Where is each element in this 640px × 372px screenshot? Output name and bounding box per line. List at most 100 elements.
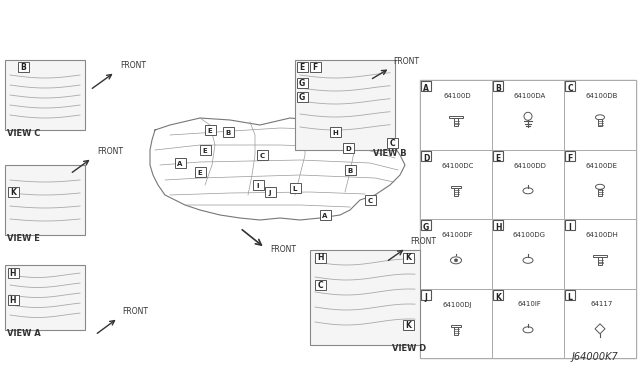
Bar — [420, 80, 492, 150]
Text: FRONT: FRONT — [97, 147, 123, 156]
Text: D: D — [423, 154, 429, 163]
FancyBboxPatch shape — [175, 158, 186, 168]
FancyBboxPatch shape — [289, 183, 301, 193]
Text: I: I — [257, 183, 259, 189]
FancyBboxPatch shape — [296, 77, 307, 87]
Text: 6410IF: 6410IF — [518, 301, 541, 308]
Text: L: L — [293, 186, 297, 192]
Text: 64100D: 64100D — [444, 93, 471, 99]
Text: K: K — [405, 321, 411, 330]
Ellipse shape — [595, 115, 605, 120]
Polygon shape — [454, 118, 458, 126]
Text: 64100DE: 64100DE — [586, 163, 618, 169]
Bar — [564, 289, 636, 358]
Polygon shape — [451, 186, 461, 188]
FancyBboxPatch shape — [8, 268, 19, 278]
Text: A: A — [323, 212, 328, 218]
FancyBboxPatch shape — [387, 138, 397, 148]
Text: FRONT: FRONT — [393, 57, 419, 66]
Polygon shape — [454, 188, 458, 196]
Bar — [564, 150, 636, 219]
Text: J: J — [424, 292, 428, 301]
Text: C: C — [317, 280, 323, 289]
Bar — [420, 219, 492, 289]
Polygon shape — [451, 325, 461, 327]
FancyBboxPatch shape — [257, 150, 268, 160]
Bar — [420, 80, 636, 358]
Ellipse shape — [523, 327, 533, 333]
Bar — [5, 60, 85, 130]
FancyBboxPatch shape — [493, 151, 503, 160]
FancyBboxPatch shape — [264, 187, 275, 197]
Text: 64100DG: 64100DG — [513, 232, 546, 238]
Text: J: J — [269, 189, 271, 196]
FancyBboxPatch shape — [200, 145, 211, 155]
FancyBboxPatch shape — [319, 210, 330, 220]
Bar — [310, 250, 420, 345]
Text: FRONT: FRONT — [410, 237, 436, 246]
Polygon shape — [598, 189, 602, 196]
Text: 64100DJ: 64100DJ — [443, 301, 472, 308]
Bar — [5, 265, 85, 330]
Bar — [492, 150, 564, 219]
Text: B: B — [348, 167, 353, 173]
FancyBboxPatch shape — [296, 61, 307, 71]
FancyBboxPatch shape — [565, 151, 575, 160]
Text: B: B — [225, 129, 230, 135]
Text: C: C — [259, 153, 264, 158]
FancyBboxPatch shape — [330, 127, 340, 137]
Text: 64117: 64117 — [590, 301, 612, 308]
Text: K: K — [10, 188, 16, 197]
FancyBboxPatch shape — [565, 289, 575, 299]
Bar — [5, 165, 85, 235]
Text: F: F — [312, 62, 317, 71]
Text: E: E — [207, 128, 212, 134]
Text: J64000K7: J64000K7 — [572, 352, 618, 362]
FancyBboxPatch shape — [403, 320, 413, 330]
Text: I: I — [568, 223, 572, 232]
Ellipse shape — [595, 184, 605, 189]
FancyBboxPatch shape — [344, 165, 355, 175]
Polygon shape — [454, 327, 458, 335]
FancyBboxPatch shape — [8, 187, 19, 197]
FancyBboxPatch shape — [314, 253, 326, 263]
Text: H: H — [332, 129, 338, 135]
Text: E: E — [198, 170, 202, 176]
Ellipse shape — [523, 188, 533, 194]
Ellipse shape — [523, 257, 533, 263]
Text: 64100DA: 64100DA — [513, 93, 545, 99]
FancyBboxPatch shape — [493, 81, 503, 91]
FancyBboxPatch shape — [421, 81, 431, 91]
FancyBboxPatch shape — [17, 62, 29, 72]
FancyBboxPatch shape — [565, 81, 575, 91]
Text: 64100DC: 64100DC — [441, 163, 474, 169]
Text: 64100DD: 64100DD — [513, 163, 546, 169]
Text: D: D — [345, 145, 351, 151]
Text: B: B — [495, 84, 501, 93]
Text: FRONT: FRONT — [122, 307, 148, 316]
Text: VIEW A: VIEW A — [7, 329, 41, 338]
Text: C: C — [567, 84, 573, 93]
Bar — [420, 289, 492, 358]
Text: FRONT: FRONT — [120, 61, 146, 70]
Text: FRONT: FRONT — [270, 245, 296, 254]
Bar — [564, 219, 636, 289]
Bar — [564, 80, 636, 150]
Text: 64100DH: 64100DH — [585, 232, 618, 238]
Text: A: A — [423, 84, 429, 93]
Text: 64100DF: 64100DF — [442, 232, 473, 238]
Text: G: G — [299, 93, 305, 102]
Polygon shape — [449, 116, 463, 118]
Text: E: E — [203, 148, 207, 154]
FancyBboxPatch shape — [493, 220, 503, 230]
Text: A: A — [177, 160, 182, 167]
Polygon shape — [595, 324, 605, 334]
Text: E: E — [300, 62, 305, 71]
Polygon shape — [598, 119, 602, 126]
Text: K: K — [405, 253, 411, 263]
Text: 64100DB: 64100DB — [585, 93, 618, 99]
FancyBboxPatch shape — [8, 295, 19, 305]
Bar — [420, 150, 492, 219]
FancyBboxPatch shape — [421, 151, 431, 160]
Polygon shape — [593, 255, 607, 257]
